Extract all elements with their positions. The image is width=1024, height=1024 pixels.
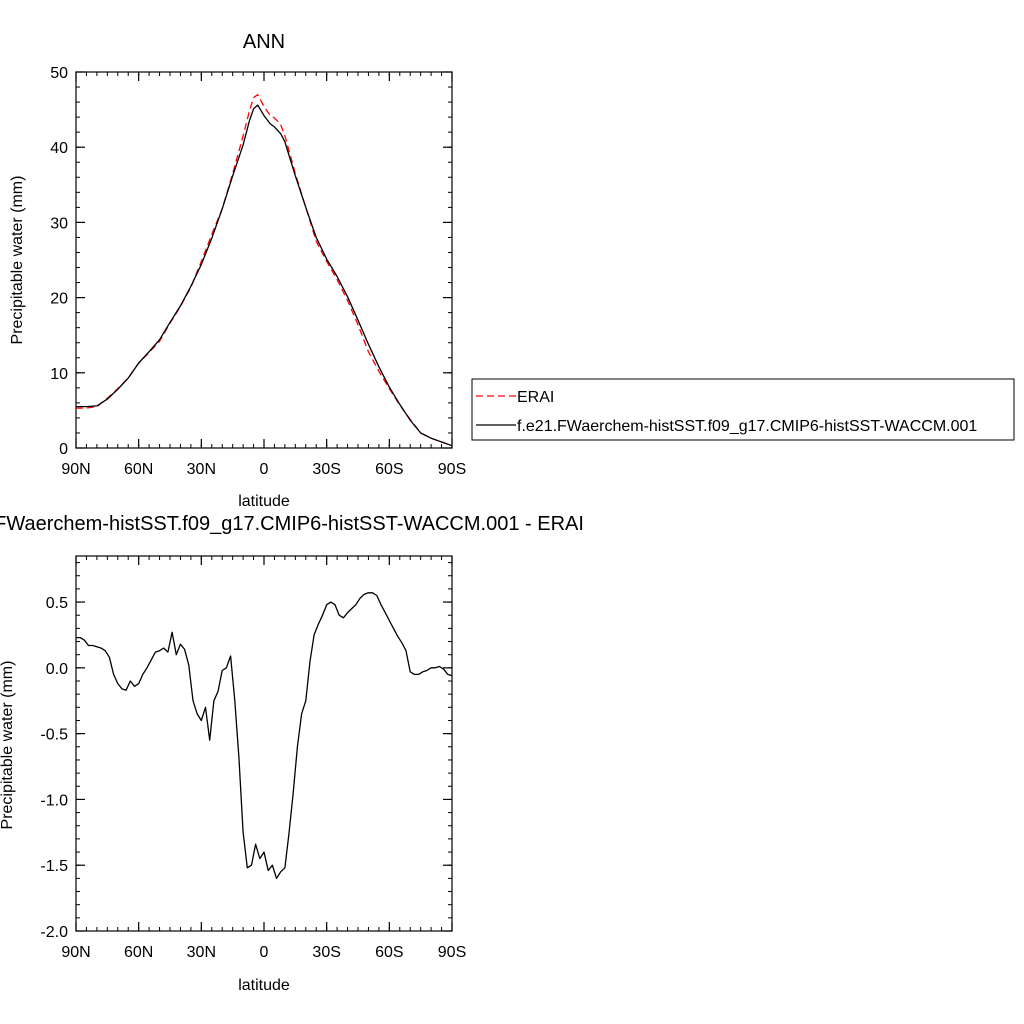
bottom-y-axis-label: Precipitable water (mm) <box>0 661 16 830</box>
x-tick-label: 60N <box>124 461 153 478</box>
model-line <box>76 104 453 447</box>
x-tick-label: 0 <box>260 461 269 478</box>
x-tick-label: 30N <box>187 944 216 961</box>
y-tick-label: 0.5 <box>46 595 68 612</box>
legend-model-label: f.e21.FWaerchem-histSST.f09_g17.CMIP6-hi… <box>517 418 977 435</box>
legend: ERAI f.e21.FWaerchem-histSST.f09_g17.CMI… <box>471 378 1015 441</box>
y-tick-label: -1.0 <box>40 792 68 809</box>
y-tick-label: 40 <box>50 140 68 157</box>
y-tick-label: 30 <box>50 215 68 232</box>
bottom-panel: f.e21.FWaerchem-histSST.f09_g17.CMIP6-hi… <box>0 513 584 994</box>
x-tick-label: 30S <box>312 461 340 478</box>
y-tick-label: 50 <box>50 65 68 82</box>
y-tick-label: 10 <box>50 366 68 383</box>
x-tick-label: 0 <box>260 944 269 961</box>
x-tick-label: 60S <box>375 944 403 961</box>
top-x-axis-label: latitude <box>238 493 290 510</box>
y-tick-label: 20 <box>50 291 68 308</box>
y-tick-label: -2.0 <box>40 924 68 941</box>
y-tick-label: 0 <box>59 441 68 458</box>
x-tick-label: 90S <box>438 944 466 961</box>
legend-erai-label: ERAI <box>517 389 554 406</box>
x-tick-label: 90S <box>438 461 466 478</box>
x-tick-label: 90N <box>61 944 90 961</box>
legend-box <box>471 378 1015 441</box>
top-y-axis-label: Precipitable water (mm) <box>9 176 26 345</box>
x-tick-label: 60S <box>375 461 403 478</box>
y-tick-label: 0.0 <box>46 661 68 678</box>
y-tick-label: -1.5 <box>40 858 68 875</box>
x-tick-label: 90N <box>61 461 90 478</box>
x-tick-label: 60N <box>124 944 153 961</box>
x-tick-label: 30N <box>187 461 216 478</box>
bottom-chart-title: f.e21.FWaerchem-histSST.f09_g17.CMIP6-hi… <box>0 513 584 535</box>
y-tick-label: -0.5 <box>40 727 68 744</box>
difference-line <box>76 592 453 880</box>
x-tick-label: 30S <box>312 944 340 961</box>
bottom-x-axis-label: latitude <box>238 977 290 994</box>
top-chart-title: ANN <box>243 31 285 53</box>
top-panel: ANN latitude Precipitable water (mm) 90N… <box>9 31 466 510</box>
